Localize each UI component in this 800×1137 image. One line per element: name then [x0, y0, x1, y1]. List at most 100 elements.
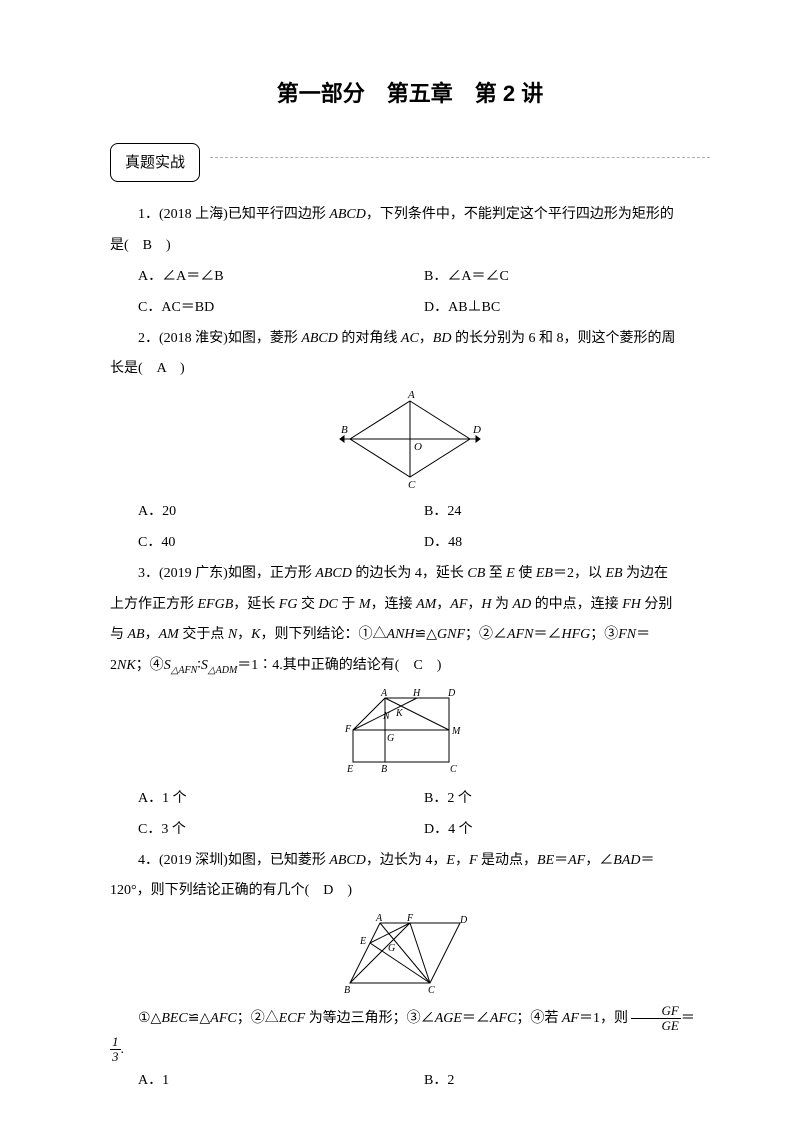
q3-nk: NK [117, 658, 136, 673]
q3-l3c: 交于点 [179, 627, 228, 642]
q2-ac: AC [401, 331, 419, 346]
q3-efgb: EFGB [198, 597, 234, 612]
q3-l2d: 于 [338, 597, 359, 612]
q1-abcd: ABCD [329, 207, 366, 222]
squares-diagram: A H D F G M E B C N K [335, 686, 485, 776]
q3-figure: A H D F G M E B C N K [110, 686, 710, 780]
q3-l2i: 的中点，连接 [531, 597, 622, 612]
q3-l2a: 上方作正方形 [110, 597, 198, 612]
q4-ld: D [459, 915, 468, 926]
q3-ad: AD [513, 597, 532, 612]
q1-opt-a-text: A．∠A＝∠B [138, 269, 224, 284]
q3-fn: FN [618, 627, 636, 642]
q3-eb2: EB [605, 566, 622, 581]
q1-options-row2: C．AC＝BD D．AB⊥BC [110, 293, 710, 324]
q3-opt-d: D．4 个 [424, 815, 710, 846]
q3-l3g: ；②∠ [465, 627, 507, 642]
q1-opt-a: A．∠A＝∠B [138, 262, 424, 293]
q4-t1: 4．(2019 深圳)如图，已知菱形 [138, 853, 329, 868]
q4-t5: ＝ [554, 853, 568, 868]
q4-c1e: ＝∠ [462, 1011, 490, 1026]
q3-ab: AB [128, 627, 145, 642]
q3-l4b: ；④ [136, 658, 164, 673]
q4-le: E [359, 936, 366, 947]
q3-l3j: ＝ [636, 627, 650, 642]
q2-comma: ， [419, 331, 433, 346]
q3-eb: EB [536, 566, 553, 581]
q4-c1d: 为等边三角形；③∠ [305, 1011, 435, 1026]
q2-options-row1: A．20 B．24 [110, 497, 710, 528]
q3-t6: 为边在 [623, 566, 669, 581]
q3-n: N [228, 627, 237, 642]
q1-text-a: 1．(2018 上海)已知平行四边形 [138, 207, 329, 222]
q3-h: H [481, 597, 491, 612]
q3-opt-c: C．3 个 [138, 815, 424, 846]
q4-frac2-num: 1 [110, 1035, 121, 1050]
page-title: 第一部分 第五章 第 2 讲 [110, 70, 710, 118]
q3-adm: △ADM [208, 665, 237, 676]
q3-ln: N [382, 711, 391, 722]
q4-stem-line1: 4．(2019 深圳)如图，已知菱形 ABCD，边长为 4，E，F 是动点，BE… [110, 846, 710, 877]
q3-dc: DC [318, 597, 337, 612]
q3-fh: FH [622, 597, 641, 612]
q3-lm: M [451, 726, 461, 737]
q4-period: . [121, 1042, 125, 1057]
q4-frac1: GFGE [631, 1004, 680, 1034]
q4-bec: BEC [161, 1011, 187, 1026]
q4-conclusions: ①△BEC≌△AFC；②△ECF 为等边三角形；③∠AGE＝∠AFC；④若 AF… [110, 1004, 710, 1035]
q2-bd: BD [433, 331, 452, 346]
q2-label-o: O [414, 441, 422, 453]
q2-label-d: D [472, 424, 481, 436]
q4-frac2-den: 3 [110, 1050, 121, 1064]
q4-c1a: ①△ [138, 1011, 161, 1026]
q4-be: BE [537, 853, 554, 868]
q3-t5: ＝2，以 [553, 566, 606, 581]
q3-l3f: ≌△ [415, 627, 438, 642]
q3-opt-b: B．2 个 [424, 784, 710, 815]
q3-l2c: 交 [297, 597, 318, 612]
q3-l3a: 与 [110, 627, 128, 642]
q3-l4a: 2 [110, 658, 117, 673]
q3-t4: 使 [515, 566, 536, 581]
q3-t3: 至 [485, 566, 506, 581]
q3-s1: S [164, 658, 171, 673]
q3-l2e: ，连接 [371, 597, 417, 612]
q4-bad: BAD [613, 853, 640, 868]
q1-text-b: ，下列条件中，不能判定这个平行四边形为矩形的 [366, 207, 674, 222]
q3-m: M [359, 597, 371, 612]
q1-opt-c-text: C．AC＝BD [138, 300, 214, 315]
q3-hfg: HFG [561, 627, 590, 642]
q3-l2f: ， [436, 597, 450, 612]
q3-afn2: △AFN [171, 665, 198, 676]
q4-t6: ，∠ [585, 853, 613, 868]
rhombus2-diagram: A F D E G B C [330, 911, 490, 996]
q3-l2j: 分别 [641, 597, 673, 612]
q3-l3i: ；③ [590, 627, 618, 642]
q2-figure: A B C D O [110, 389, 710, 493]
q4-lb: B [344, 985, 350, 996]
q4-options-row1: A．1 B．2 [110, 1066, 710, 1097]
q3-afn: AFN [507, 627, 533, 642]
q3-lc: C [450, 764, 457, 775]
q4-c1b: ≌△ [188, 1011, 211, 1026]
q1-opt-c: C．AC＝BD [138, 293, 424, 324]
q2-options-row2: C．40 D．48 [110, 528, 710, 559]
q3-l3h: ＝∠ [533, 627, 561, 642]
q3-s2: S [201, 658, 208, 673]
q4-e: E [446, 853, 455, 868]
q3-le: E [346, 764, 353, 775]
q2-opt-c: C．40 [138, 528, 424, 559]
q4-t4: 是动点， [478, 853, 538, 868]
q3-stem-line1: 3．(2019 广东)如图，正方形 ABCD 的边长为 4，延长 CB 至 E … [110, 559, 710, 590]
q3-cb: CB [467, 566, 485, 581]
rhombus-diagram: A B C D O [335, 389, 485, 489]
q3-la: A [380, 688, 388, 699]
q3-stem-line4: 2NK；④S△AFN∶S△ADM＝1∶4.其中正确的结论有( C ) [110, 651, 710, 682]
section-badge: 真题实战 [110, 143, 200, 182]
q4-stem-line2: 120°，则下列结论正确的有几个( D ) [110, 876, 710, 907]
q1-stem-line2: 是( B ) [110, 231, 710, 262]
q3-l3b: ， [145, 627, 159, 642]
q3-lh: H [412, 688, 421, 699]
q1-opt-d-text: D．AB⊥BC [424, 300, 500, 315]
q4-opt-a: A．1 [138, 1066, 424, 1097]
